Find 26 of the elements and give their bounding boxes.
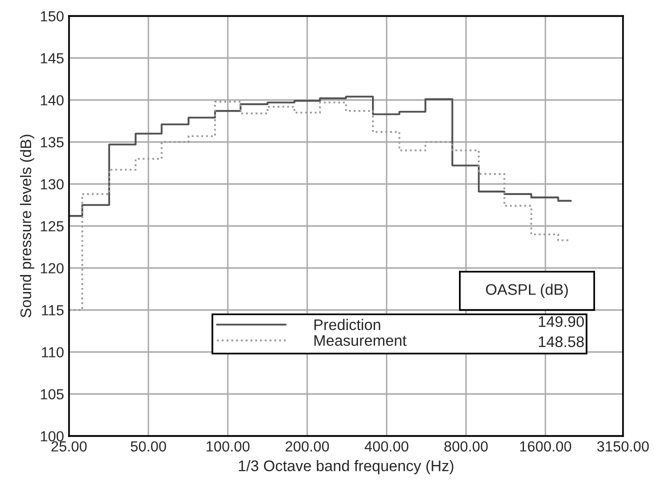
x-tick-label: 1600.00 <box>520 441 572 452</box>
x-tick-label: 800.00 <box>444 441 488 452</box>
y-tick-label: 145 <box>40 53 64 64</box>
y-tick-label: 115 <box>42 305 64 316</box>
x-tick-label: 200.00 <box>286 441 329 452</box>
y-axis-title: Sound pressure levels (dB) <box>20 134 34 318</box>
annotation: OASPL (dB) <box>486 284 568 298</box>
y-tick-label: 100 <box>40 431 64 442</box>
x-tick-label: 50.00 <box>130 441 166 452</box>
legend-label: Prediction <box>314 318 380 330</box>
y-tick-label: 140 <box>40 95 64 106</box>
y-tick-label: 125 <box>40 221 64 232</box>
x-tick-label: 25.00 <box>51 441 87 452</box>
annotation: 148.58 <box>538 336 584 348</box>
x-tick-label: 3150.00 <box>597 441 649 452</box>
y-tick-label: 135 <box>40 137 64 148</box>
y-tick-label: 120 <box>40 263 64 274</box>
legend-label: Measurement <box>314 335 406 346</box>
y-tick-label: 130 <box>40 179 64 190</box>
annotation: 149.90 <box>538 316 584 328</box>
x-tick-label: 400.00 <box>364 441 408 452</box>
y-tick-label: 150 <box>40 11 64 22</box>
y-tick-label: 110 <box>42 347 64 358</box>
y-tick-label: 105 <box>40 389 64 400</box>
x-tick-label: 100.00 <box>206 441 250 452</box>
x-axis-title: 1/3 Octave band frequency (Hz) <box>238 460 454 474</box>
